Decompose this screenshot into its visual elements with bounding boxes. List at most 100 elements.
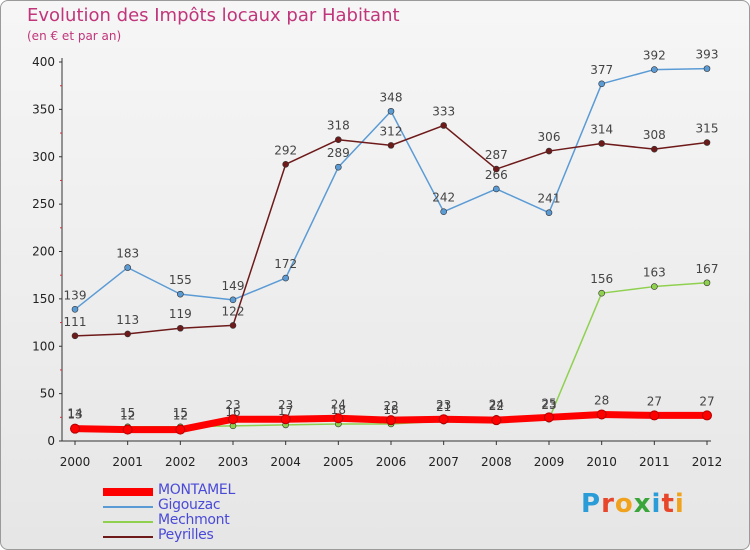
data-point-montamel [228, 414, 238, 425]
data-label-mechmont: 18 [331, 403, 346, 417]
data-point-gigouzac [335, 163, 342, 171]
data-point-montamel [386, 415, 396, 426]
x-tick-label: 2002 [165, 455, 196, 469]
x-tick-label: 2008 [481, 455, 512, 469]
legend-swatch-gigouzac [103, 506, 153, 508]
data-label-gigouzac: 172 [274, 257, 297, 271]
data-label-peyrilles: 113 [116, 313, 139, 327]
x-tick-label: 2012 [692, 455, 723, 469]
series-line-peyrilles [74, 124, 708, 337]
data-label-montamel: 27 [647, 394, 662, 408]
data-label-peyrilles: 111 [64, 315, 87, 329]
data-point-montamel [649, 410, 660, 421]
data-label-montamel: 27 [699, 394, 714, 408]
y-tick-label: 200 [32, 245, 55, 259]
data-label-gigouzac: 348 [380, 90, 403, 104]
x-tick-label: 2005 [323, 455, 354, 469]
data-point-mechmont [703, 279, 711, 287]
data-label-mechmont: 156 [590, 272, 613, 286]
data-point-montamel [333, 413, 344, 424]
data-point-gigouzac [545, 209, 553, 216]
data-point-montamel [491, 415, 502, 426]
data-label-mechmont: 163 [643, 266, 666, 280]
logo-letter: x [633, 489, 652, 519]
data-point-peyrilles [598, 140, 605, 147]
data-point-peyrilles [651, 145, 658, 153]
x-tick-label: 2001 [112, 455, 143, 469]
x-tick-label: 2004 [270, 455, 301, 469]
legend-label-montamel: MONTAMEL [158, 482, 235, 498]
data-label-mechmont: 17 [278, 404, 293, 418]
data-point-gigouzac [598, 80, 605, 88]
data-label-peyrilles: 308 [643, 128, 666, 142]
data-point-montamel [438, 414, 449, 425]
data-label-gigouzac: 183 [116, 247, 139, 261]
data-label-montamel: 23 [436, 398, 451, 412]
x-tick-label: 2003 [218, 455, 249, 469]
data-label-montamel: 28 [594, 393, 609, 407]
data-label-mechmont: 21 [436, 400, 451, 414]
data-point-peyrilles [440, 122, 447, 129]
data-label-montamel: 24 [331, 397, 346, 411]
legend-label-gigouzac: Gigouzac [158, 497, 221, 513]
data-label-peyrilles: 122 [222, 304, 245, 318]
data-label-peyrilles: 333 [432, 104, 455, 118]
data-point-montamel [70, 423, 80, 434]
y-tick-label: 400 [32, 55, 55, 69]
data-label-gigouzac: 241 [538, 192, 561, 206]
data-label-peyrilles: 312 [380, 124, 403, 138]
data-label-mechmont: 167 [696, 262, 719, 276]
logo-letter: o [614, 489, 634, 519]
data-label-gigouzac: 393 [696, 48, 719, 62]
data-label-peyrilles: 318 [327, 119, 350, 133]
data-label-peyrilles: 315 [696, 122, 719, 136]
data-point-peyrilles [493, 165, 500, 173]
data-point-mechmont [598, 289, 605, 297]
data-point-gigouzac [229, 296, 237, 304]
data-label-mechmont: 18 [383, 403, 398, 417]
data-point-gigouzac [177, 290, 184, 298]
x-tick-label: 2011 [639, 455, 670, 469]
x-tick-label: 2000 [60, 455, 91, 469]
data-point-peyrilles [177, 324, 184, 332]
data-label-montamel: 23 [278, 398, 293, 412]
data-point-gigouzac [651, 66, 658, 73]
logo-letter: t [661, 489, 675, 519]
legend-label-peyrilles: Peyrilles [158, 527, 214, 543]
data-point-peyrilles [703, 139, 711, 146]
chart-subtitle: (en € et par an) [27, 29, 122, 43]
data-point-mechmont [651, 283, 658, 290]
y-tick-label: 250 [32, 197, 55, 211]
proxiti-logo: Proxiti [581, 489, 685, 519]
data-label-peyrilles: 287 [485, 148, 508, 162]
logo-letter: r [601, 489, 615, 519]
y-tick-label: 350 [32, 102, 55, 116]
data-label-mechmont: 23 [541, 398, 556, 412]
y-tick-label: 150 [32, 292, 55, 306]
data-label-montamel: 25 [541, 396, 556, 410]
data-label-montamel: 12 [173, 409, 188, 423]
data-point-montamel [544, 412, 554, 423]
logo-letter: i [651, 489, 662, 519]
data-label-mechmont: 14 [67, 407, 82, 421]
data-label-peyrilles: 119 [169, 307, 192, 321]
data-label-montamel: 12 [120, 409, 135, 423]
data-point-gigouzac [282, 274, 289, 282]
data-label-montamel: 23 [225, 398, 240, 412]
data-point-peyrilles [335, 136, 342, 143]
legend-label-mechmont: Mechmont [158, 512, 230, 528]
data-label-gigouzac: 149 [222, 279, 245, 293]
y-tick-label: 300 [32, 150, 55, 164]
data-label-gigouzac: 139 [64, 288, 87, 302]
data-label-peyrilles: 292 [274, 143, 297, 157]
data-label-gigouzac: 392 [643, 49, 666, 63]
data-point-montamel [280, 414, 291, 425]
data-label-mechmont: 15 [173, 406, 188, 420]
data-label-montamel: 13 [67, 408, 82, 422]
legend-swatch-mechmont [103, 521, 153, 523]
data-point-gigouzac [387, 107, 395, 115]
data-point-peyrilles [71, 332, 79, 340]
data-point-peyrilles [282, 161, 289, 168]
data-label-gigouzac: 289 [327, 146, 350, 160]
